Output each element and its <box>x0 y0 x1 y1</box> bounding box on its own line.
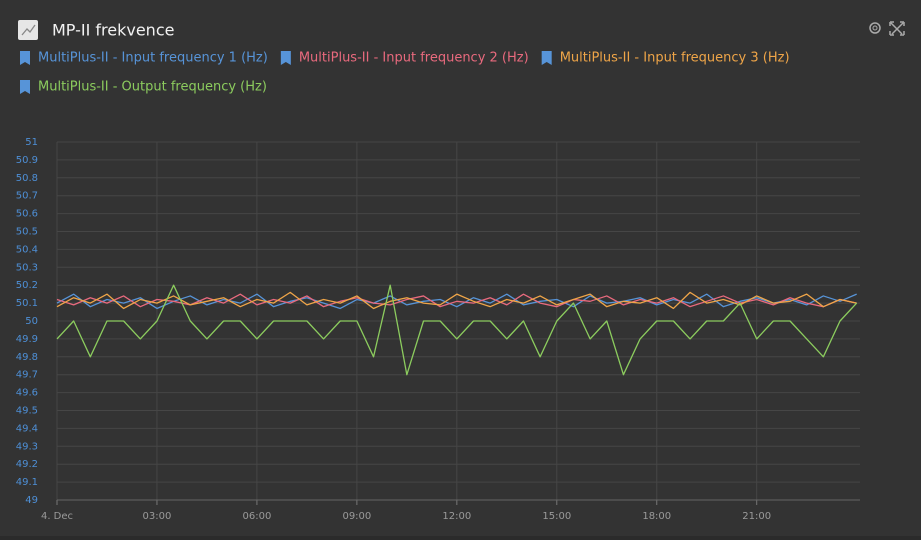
legend-item[interactable]: MultiPlus-II - Input frequency 3 (Hz) <box>541 51 790 66</box>
x-tick-label: 06:00 <box>243 511 272 522</box>
y-tick-label: 49.6 <box>16 388 38 399</box>
y-tick-label: 50.6 <box>16 209 38 220</box>
y-tick-label: 49.8 <box>16 352 38 363</box>
y-tick-label: 49.2 <box>16 459 38 470</box>
legend-icon <box>280 51 291 65</box>
settings-icon[interactable] <box>869 22 881 34</box>
legend-label: MultiPlus-II - Output frequency (Hz) <box>38 80 267 95</box>
legend-icon <box>20 80 30 94</box>
y-tick-label: 50.4 <box>16 244 38 255</box>
y-tick-label: 49.7 <box>16 370 38 381</box>
plot-area: 49 49.1 49.2 49.3 49.4 49.5 49.6 49.7 49.8 49.9 50… <box>16 137 860 522</box>
expand-icon[interactable] <box>889 21 905 36</box>
x-tick-label: 18:00 <box>642 511 671 522</box>
legend-icon <box>541 51 552 65</box>
settings-icon-center <box>872 25 878 31</box>
y-tick-label: 50.3 <box>16 262 38 273</box>
y-tick-label: 50.9 <box>16 155 38 166</box>
y-tick-label: 50.5 <box>16 227 38 238</box>
x-tick-label: 21:00 <box>742 511 771 522</box>
x-tick-label: 12:00 <box>442 511 471 522</box>
legend-icon <box>20 51 30 65</box>
y-tick-label: 49.3 <box>16 441 38 452</box>
panel-icon-glyph <box>21 24 36 36</box>
chart-title: MP-II frekvence <box>52 21 174 40</box>
legend-item[interactable]: MultiPlus-II - Input frequency 1 (Hz) <box>20 51 268 66</box>
y-tick-label: 50.7 <box>16 191 38 202</box>
legend: MultiPlus-II - Input frequency 1 (Hz) Mul… <box>20 51 790 95</box>
legend-label: MultiPlus-II - Input frequency 3 (Hz) <box>560 51 790 66</box>
y-tick-label: 49.1 <box>16 477 38 488</box>
x-tick-label: 15:00 <box>542 511 571 522</box>
y-tick-label: 49.4 <box>16 423 38 434</box>
x-tick-label: 4. Dec <box>41 511 73 522</box>
legend-item[interactable]: MultiPlus-II - Input frequency 2 (Hz) <box>280 51 529 66</box>
series-line <box>56 293 857 310</box>
legend-label: MultiPlus-II - Input frequency 2 (Hz) <box>299 51 529 66</box>
legend-label: MultiPlus-II - Input frequency 1 (Hz) <box>38 51 268 66</box>
y-tick-label: 50.8 <box>16 173 38 184</box>
y-tick-label: 50.2 <box>16 280 38 291</box>
y-tick-label: 49.5 <box>16 406 38 417</box>
series-line <box>56 284 858 376</box>
x-tick-label: 09:00 <box>342 511 371 522</box>
y-tick-label: 50 <box>25 316 38 327</box>
legend-item[interactable]: MultiPlus-II - Output frequency (Hz) <box>20 80 267 95</box>
y-tick-label: 49 <box>25 495 38 506</box>
y-tick-label: 51 <box>25 137 38 148</box>
series-line <box>56 291 857 310</box>
x-tick-label: 03:00 <box>143 511 172 522</box>
y-tick-label: 49.9 <box>16 334 38 345</box>
y-tick-label: 50.1 <box>16 298 38 309</box>
